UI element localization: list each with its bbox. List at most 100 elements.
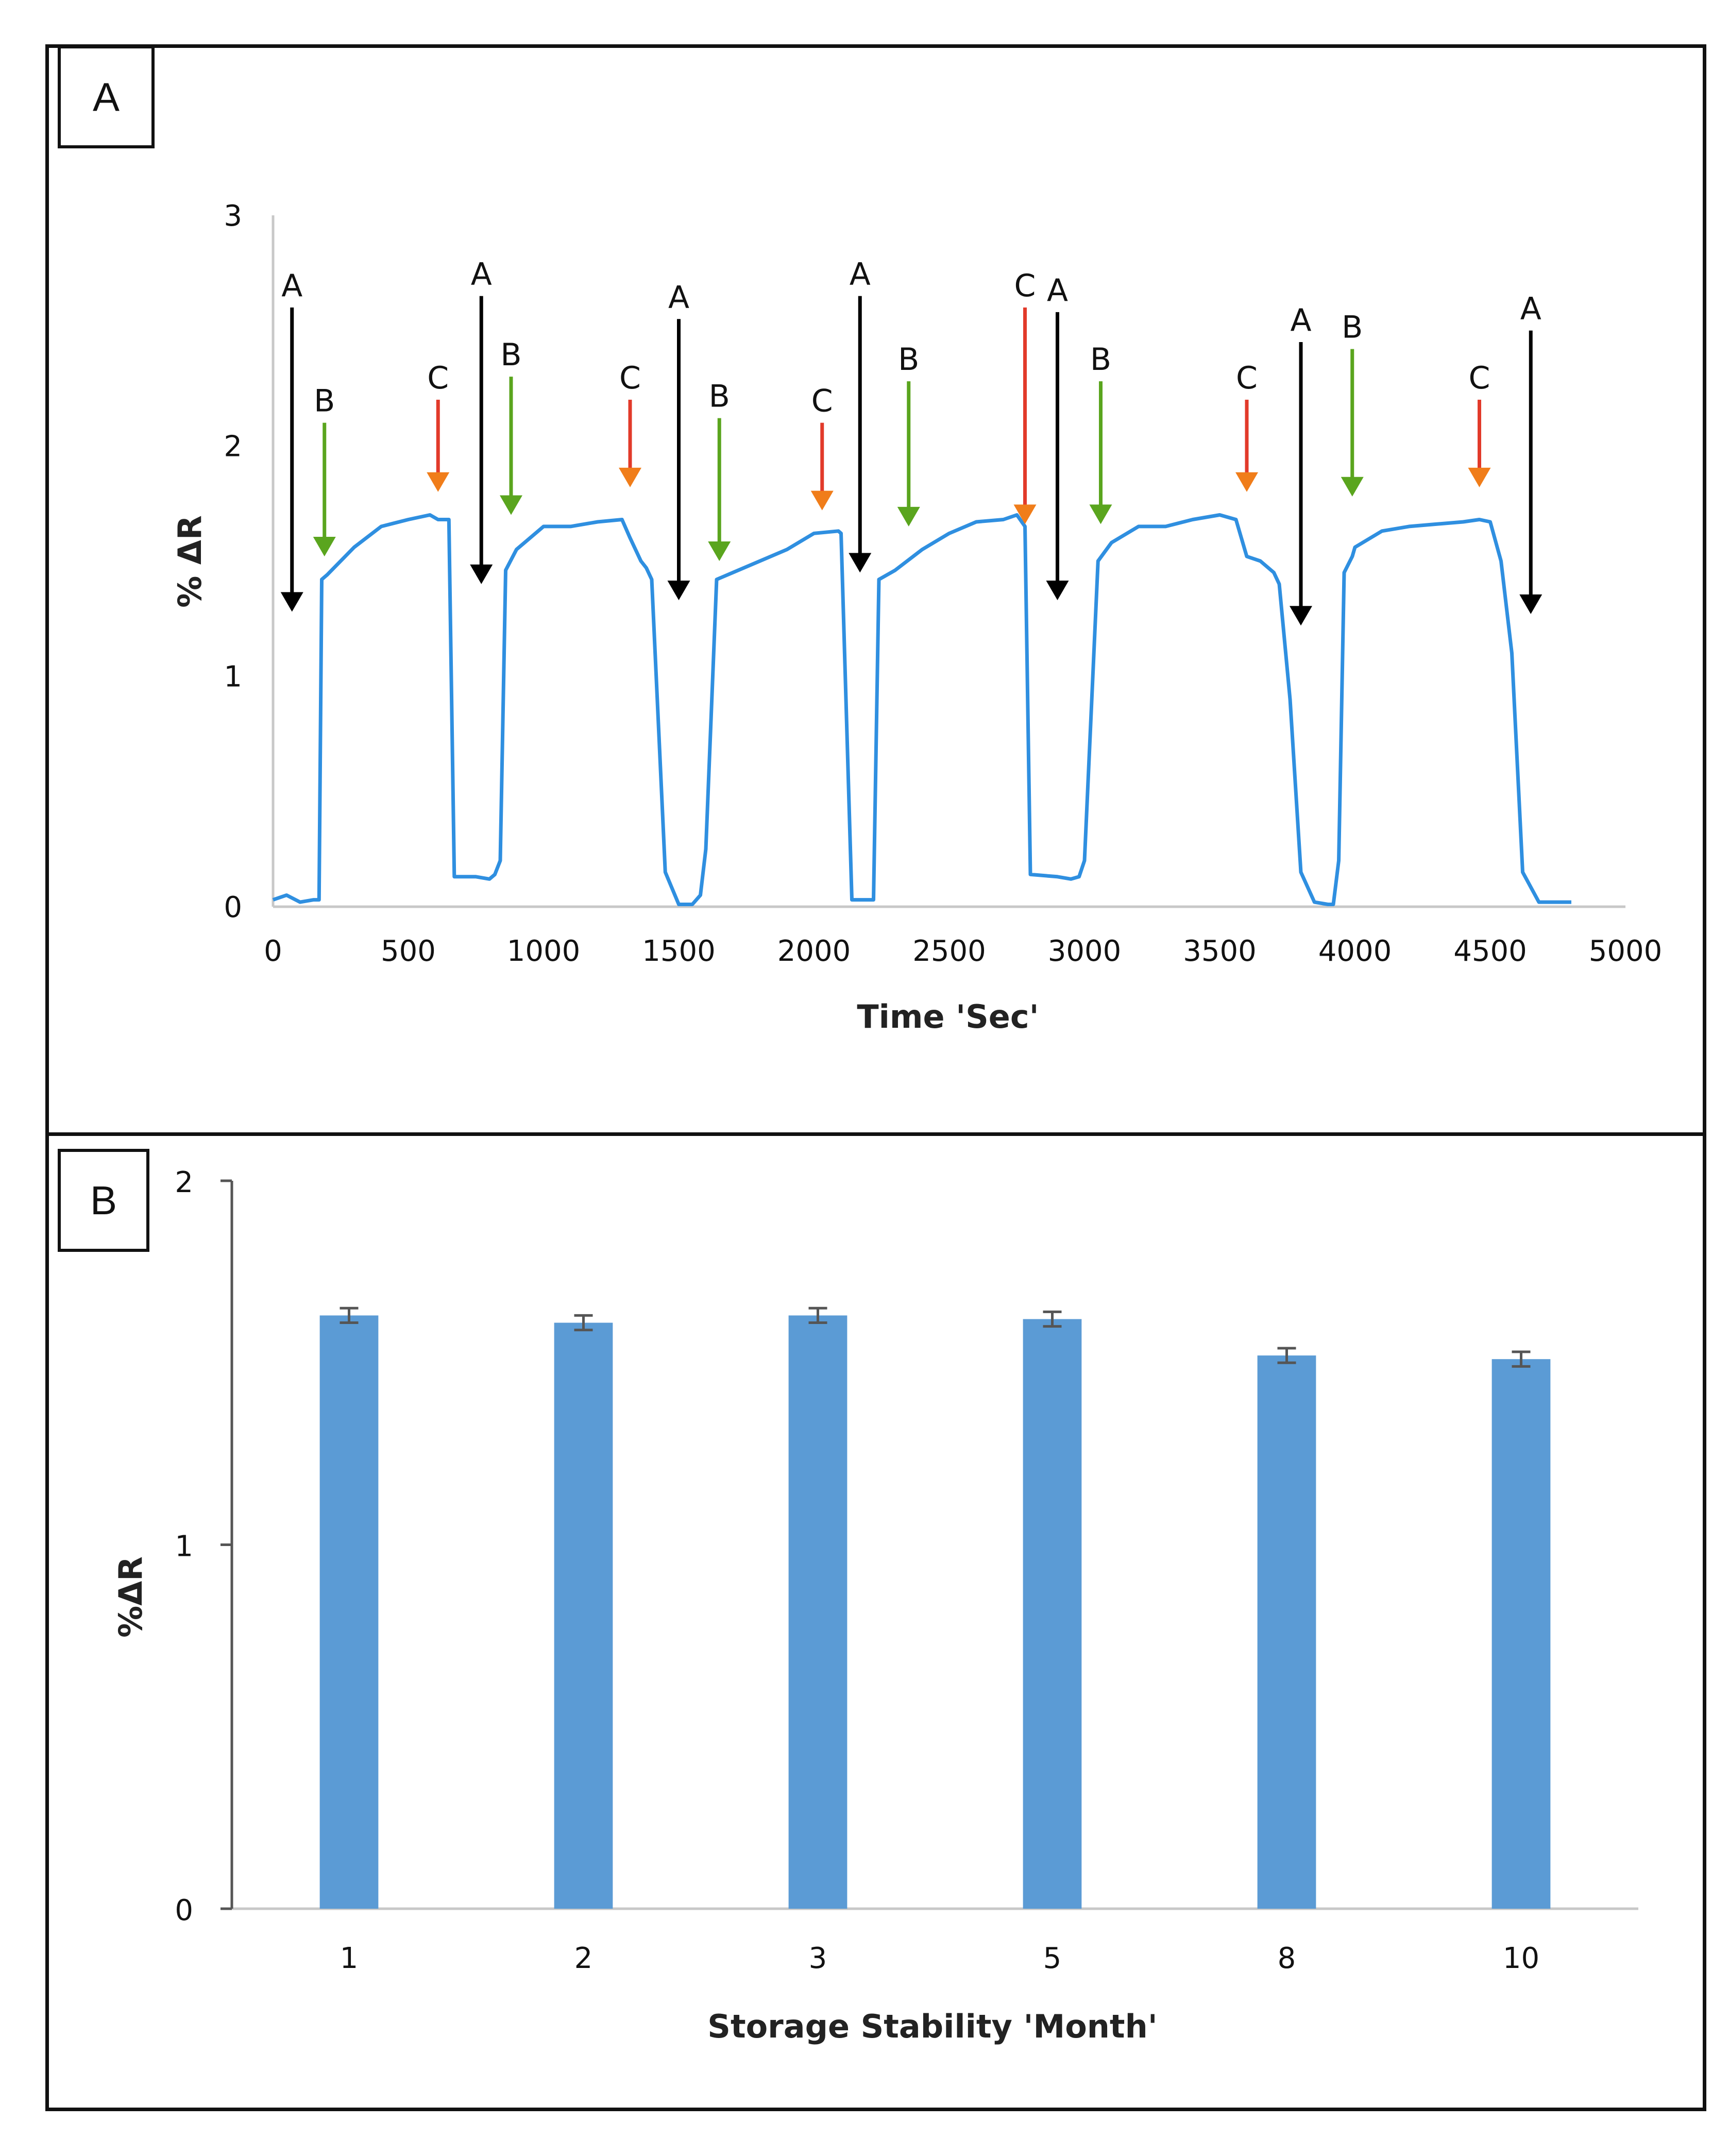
chart-a-tick-labels: 0 500 1000 1500 2000 2500 3000 3500 4000 4500 5000… xyxy=(224,199,1662,968)
chart-b-bars xyxy=(319,1306,1551,1909)
chart-a-x-tick-label: 3500 xyxy=(1183,935,1257,968)
chart-a-x-tick-label: 2000 xyxy=(777,935,851,968)
annotation-arrow-head xyxy=(427,472,450,492)
chart-b-y-tick-label: 1 xyxy=(175,1530,193,1564)
chart-a-annotation-a: A xyxy=(849,257,872,573)
chart-a-annotation-b: B xyxy=(500,337,522,515)
chart-a-y-tick-label: 0 xyxy=(224,891,242,924)
annotation-arrow-head xyxy=(313,537,336,557)
chart-a-annotation-a: A xyxy=(1046,273,1069,601)
annotation-arrow-head xyxy=(897,506,920,527)
chart-b-bar xyxy=(554,1322,613,1909)
chart-a-annotation-c: C xyxy=(619,360,641,487)
chart-a-annotation-a: A xyxy=(1290,302,1312,626)
annotation-arrow-head xyxy=(810,490,834,511)
annotation-arrow-head xyxy=(1519,594,1542,614)
chart-b-bar xyxy=(1023,1319,1082,1909)
annotation-label: B xyxy=(500,337,521,373)
chart-a-x-tick-label: 4500 xyxy=(1453,935,1527,968)
annotation-label: B xyxy=(1342,309,1363,345)
chart-a-x-tick-label: 3000 xyxy=(1048,935,1122,968)
chart-a-x-tick-label: 1000 xyxy=(507,935,581,968)
chart-a-annotation-b: B xyxy=(708,379,731,561)
chart-b-bar xyxy=(1491,1359,1551,1909)
annotation-arrow-head xyxy=(667,581,690,601)
annotation-arrow-head xyxy=(470,564,493,584)
chart-b-x-tick-label: 1 xyxy=(340,1942,359,1975)
chart-a-x-tick-label: 500 xyxy=(381,935,436,968)
annotation-arrow-head xyxy=(280,592,303,612)
chart-a-annotation-c: C xyxy=(1468,360,1491,487)
annotation-arrow-head xyxy=(708,541,731,561)
chart-b-y-tick-label: 0 xyxy=(175,1894,193,1927)
annotation-label: C xyxy=(427,360,449,396)
annotation-label: C xyxy=(1236,360,1258,396)
annotation-label: C xyxy=(1014,268,1036,304)
chart-a-annotation-c: C xyxy=(427,360,450,492)
annotation-arrow-head xyxy=(1235,472,1258,492)
chart-b-x-tick-label: 8 xyxy=(1278,1942,1296,1975)
chart-b-storage-stability: 0 1 2 1 2 3 5 8 10 Storage Stability 'Month' %ΔR xyxy=(112,1166,1638,2045)
chart-a-x-tick-label: 2500 xyxy=(912,935,986,968)
chart-a-annotation-a: A xyxy=(1519,291,1542,614)
chart-b-error-bar xyxy=(340,1306,359,1325)
chart-b-x-axis-title: Storage Stability 'Month' xyxy=(707,2008,1157,2045)
chart-b-x-tick-label: 3 xyxy=(809,1942,827,1975)
annotation-label: A xyxy=(668,279,689,315)
chart-a-x-tick-label: 4000 xyxy=(1318,935,1392,968)
panel-label-b: B xyxy=(58,1149,149,1252)
chart-b-error-bar xyxy=(1512,1350,1531,1368)
chart-a-x-tick-label: 5000 xyxy=(1589,935,1663,968)
annotation-label: A xyxy=(1047,273,1068,309)
annotation-arrow-head xyxy=(1468,467,1491,487)
chart-a-time-response: 0 500 1000 1500 2000 2500 3000 3500 4000 4500 5000… xyxy=(171,199,1662,1035)
chart-a-annotation-a: A xyxy=(470,257,493,584)
chart-b-axes xyxy=(221,1179,1638,1910)
chart-b-x-tick-label: 2 xyxy=(574,1942,593,1975)
chart-a-annotation-a: A xyxy=(667,279,690,601)
chart-a-annotation-b: B xyxy=(897,342,920,527)
annotation-arrow-head xyxy=(500,495,522,515)
chart-a-x-tick-label: 0 xyxy=(264,935,282,968)
chart-a-annotation-a: A xyxy=(280,268,303,612)
chart-a-annotation-c: C xyxy=(810,383,834,511)
chart-a-annotation-b: B xyxy=(313,383,336,557)
annotation-arrow-head xyxy=(1290,606,1312,626)
annotation-label: B xyxy=(898,342,919,378)
chart-b-y-tick-label: 2 xyxy=(175,1166,193,1199)
chart-a-x-axis-title: Time 'Sec' xyxy=(857,998,1039,1035)
chart-a-y-tick-label: 3 xyxy=(224,199,242,233)
chart-b-error-bar xyxy=(1277,1347,1296,1364)
annotation-label: A xyxy=(1520,291,1541,327)
annotation-label: A xyxy=(1290,302,1311,338)
chart-b-error-bar xyxy=(1043,1310,1062,1328)
annotation-label: A xyxy=(471,257,492,293)
annotation-arrow-head xyxy=(1341,477,1364,497)
chart-a-annotation-b: B xyxy=(1341,309,1364,497)
annotation-label: B xyxy=(1090,342,1111,378)
annotation-label: B xyxy=(314,383,335,419)
chart-a-series xyxy=(272,513,1571,906)
annotation-label: C xyxy=(811,383,833,419)
chart-b-bar xyxy=(319,1315,379,1909)
annotation-label: B xyxy=(709,379,730,415)
chart-a-x-tick-label: 1500 xyxy=(642,935,716,968)
annotation-arrow-head xyxy=(1046,581,1069,601)
annotation-label: A xyxy=(850,257,871,293)
chart-b-error-bar xyxy=(574,1314,593,1332)
chart-a-y-tick-label: 1 xyxy=(224,660,242,694)
annotation-arrow-head xyxy=(619,467,641,487)
chart-b-bar xyxy=(788,1315,847,1909)
annotation-arrow-head xyxy=(1089,504,1112,524)
chart-a-y-tick-label: 2 xyxy=(224,430,242,463)
chart-b-bar xyxy=(1257,1355,1316,1909)
annotation-label: A xyxy=(281,268,302,304)
chart-a-annotation-c: C xyxy=(1013,268,1037,524)
chart-a-annotation-c: C xyxy=(1235,360,1258,492)
chart-b-error-bar xyxy=(808,1306,827,1325)
annotation-label: C xyxy=(1469,360,1490,396)
annotation-arrow-head xyxy=(849,553,872,573)
chart-a-axes xyxy=(272,215,1625,908)
annotation-arrow-head xyxy=(1013,504,1037,524)
chart-b-tick-labels: 0 1 2 1 2 3 5 8 10 xyxy=(175,1166,1539,1975)
